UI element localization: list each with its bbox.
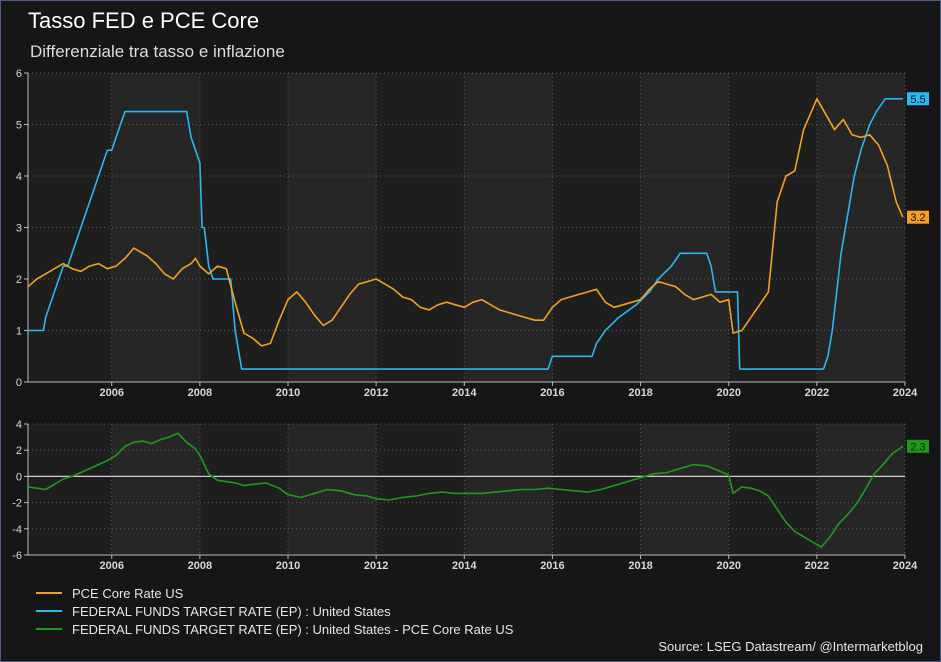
x-tick-label-top: 2006	[99, 387, 123, 399]
legend-label-fed: FEDERAL FUNDS TARGET RATE (EP) : United …	[72, 603, 391, 619]
legend-swatch-pce	[36, 592, 62, 594]
chart-title: Tasso FED e PCE Core	[28, 8, 260, 33]
x-tick-label-top: 2016	[540, 387, 564, 399]
x-tick-label-top: 2020	[716, 387, 740, 399]
x-tick-label-bottom: 2012	[364, 560, 388, 572]
source-note: Source: LSEG Datastream/ @Intermarketblo…	[658, 639, 923, 654]
y-tick-label-top: 1	[16, 326, 22, 338]
y-tick-label-bottom: -6	[12, 550, 22, 562]
x-tick-label-bottom: 2022	[805, 560, 829, 572]
y-tick-label-bottom: 2	[16, 445, 22, 457]
series-line-top-1	[27, 98, 904, 347]
x-tick-label-top: 2018	[628, 387, 652, 399]
x-tick-label-bottom: 2006	[99, 560, 123, 572]
band-bottom	[111, 424, 200, 555]
band-top	[111, 73, 200, 382]
x-tick-label-bottom: 2008	[188, 560, 212, 572]
y-tick-label-bottom: -4	[12, 524, 22, 536]
chart-subtitle: Differenziale tra tasso e inflazione	[30, 42, 285, 61]
x-tick-label-bottom: 2010	[276, 560, 300, 572]
x-tick-label-top: 2014	[452, 387, 477, 399]
series-line-bottom-0	[27, 432, 904, 548]
y-tick-label-top: 6	[16, 68, 22, 80]
x-tick-label-top: 2024	[893, 387, 918, 399]
y-tick-label-bottom: -2	[12, 498, 22, 510]
legend-swatch-fed	[36, 610, 62, 612]
x-tick-label-top: 2010	[276, 387, 300, 399]
y-tick-label-bottom: 0	[16, 471, 22, 483]
end-label-bottom-0: 2.3	[910, 441, 925, 453]
legend-item-pce: PCE Core Rate US	[36, 584, 513, 602]
end-label-bg-bottom-0	[907, 439, 929, 453]
legend-item-diff: FEDERAL FUNDS TARGET RATE (EP) : United …	[36, 620, 513, 638]
x-tick-label-top: 2012	[364, 387, 388, 399]
x-tick-label-bottom: 2016	[540, 560, 564, 572]
x-tick-label-bottom: 2020	[716, 560, 740, 572]
y-tick-label-top: 3	[16, 223, 22, 235]
y-tick-label-top: 5	[16, 120, 22, 132]
legend-swatch-diff	[36, 628, 62, 630]
x-tick-label-bottom: 2024	[893, 560, 918, 572]
y-tick-label-bottom: 4	[16, 419, 22, 431]
end-label-top-0: 5.5	[910, 94, 925, 106]
x-tick-label-bottom: 2018	[628, 560, 652, 572]
legend-label-diff: FEDERAL FUNDS TARGET RATE (EP) : United …	[72, 621, 514, 637]
legend-item-fed: FEDERAL FUNDS TARGET RATE (EP) : United …	[36, 602, 513, 620]
legend: PCE Core Rate US FEDERAL FUNDS TARGET RA…	[36, 584, 513, 638]
x-tick-label-top: 2022	[805, 387, 829, 399]
end-label-bg-top-1	[907, 210, 929, 224]
y-tick-label-top: 2	[16, 274, 22, 286]
band-bottom	[640, 424, 729, 555]
legend-label-pce: PCE Core Rate US	[72, 585, 184, 601]
series-line-top-0	[28, 98, 903, 370]
y-tick-label-top: 0	[16, 377, 22, 389]
end-label-bg-top-0	[907, 92, 929, 106]
end-label-top-1: 3.2	[910, 212, 925, 224]
y-tick-label-top: 4	[16, 171, 22, 183]
x-tick-label-bottom: 2014	[452, 560, 477, 572]
x-tick-label-top: 2008	[188, 387, 212, 399]
